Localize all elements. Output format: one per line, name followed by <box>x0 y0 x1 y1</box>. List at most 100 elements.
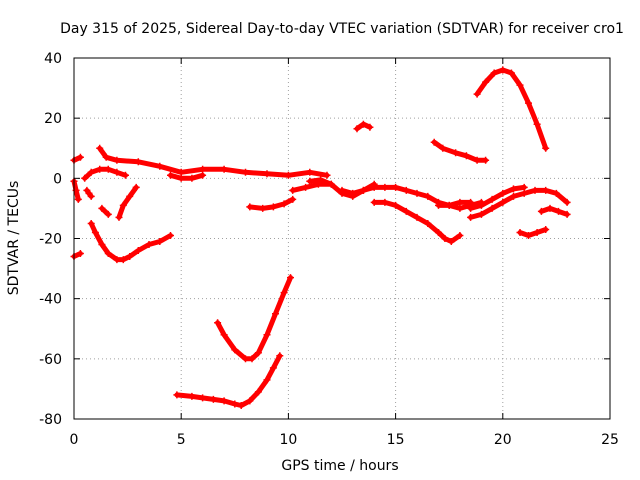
data-point <box>424 220 432 227</box>
data-point <box>231 346 239 354</box>
data-point <box>214 319 222 327</box>
series-arc-24 <box>516 226 550 239</box>
data-point <box>441 235 449 242</box>
data-point <box>467 213 475 221</box>
series-line <box>517 227 549 238</box>
data-point <box>477 210 485 218</box>
data-point <box>177 168 185 176</box>
series-line <box>468 187 570 220</box>
data-point <box>473 90 481 98</box>
data-point <box>126 192 134 200</box>
data-point <box>516 81 524 89</box>
data-point <box>74 195 82 203</box>
data-point <box>113 156 121 164</box>
data-point <box>96 165 104 173</box>
data-point <box>467 198 475 206</box>
data-point <box>122 171 129 179</box>
data-point <box>102 153 110 161</box>
data-point <box>242 355 249 363</box>
series-arc-22 <box>473 66 550 152</box>
y-tick-label: -20 <box>39 232 62 248</box>
grid <box>74 58 610 419</box>
x-axis-label: GPS time / hours <box>281 458 398 474</box>
series-line <box>436 199 474 208</box>
data-point <box>302 183 310 191</box>
data-point <box>435 201 442 209</box>
data-point <box>477 201 485 209</box>
series-line <box>371 199 463 244</box>
data-point <box>323 171 331 179</box>
x-tick-label: 25 <box>601 432 619 448</box>
data-point <box>199 165 207 173</box>
data-point <box>87 220 95 227</box>
data-point <box>145 241 153 248</box>
data-point <box>542 226 550 233</box>
series-arc-2 <box>70 177 82 203</box>
data-traces <box>70 66 571 409</box>
data-point <box>456 232 464 239</box>
data-point <box>134 158 142 166</box>
data-point <box>381 198 389 206</box>
data-point <box>254 349 262 357</box>
y-tick-label: 0 <box>53 171 62 187</box>
y-tick-label: -40 <box>39 292 62 308</box>
data-point <box>482 156 490 164</box>
data-point <box>531 186 539 194</box>
data-point <box>104 165 112 173</box>
series-arc-13 <box>246 195 297 212</box>
data-point <box>327 180 335 188</box>
data-point <box>381 183 389 191</box>
data-point <box>349 189 357 197</box>
data-point <box>366 123 374 131</box>
data-point <box>254 388 262 396</box>
data-point <box>370 183 378 191</box>
series-arc-1 <box>70 153 84 164</box>
series-arc-9 <box>115 183 140 221</box>
data-point <box>413 213 421 221</box>
data-point <box>167 232 174 239</box>
data-point <box>359 120 367 128</box>
data-point <box>467 204 475 212</box>
data-point <box>119 201 127 209</box>
data-point <box>546 204 554 212</box>
data-point <box>555 207 562 215</box>
data-point <box>119 256 127 264</box>
data-point <box>306 168 314 176</box>
data-point <box>246 203 254 211</box>
data-point <box>132 183 140 191</box>
data-point <box>113 168 121 176</box>
series-arc-7 <box>98 204 112 218</box>
series-line <box>538 205 570 217</box>
data-point <box>499 198 507 206</box>
series-arc-17 <box>353 120 374 133</box>
data-point <box>98 241 106 248</box>
data-point <box>246 397 254 405</box>
data-point <box>499 189 507 197</box>
data-point <box>542 144 550 152</box>
data-point <box>510 185 517 193</box>
data-point <box>280 289 288 297</box>
y-tick-label: -60 <box>39 352 62 368</box>
data-point <box>269 364 277 372</box>
data-point <box>435 229 442 236</box>
data-point <box>473 156 481 164</box>
data-point <box>563 210 571 218</box>
series-arc-4 <box>81 165 129 182</box>
data-point <box>259 204 267 212</box>
data-point <box>87 168 95 176</box>
data-point <box>430 138 438 146</box>
data-point <box>156 162 164 170</box>
series-line <box>97 145 330 178</box>
data-point <box>115 213 123 221</box>
data-point <box>289 195 297 203</box>
data-point <box>552 189 560 197</box>
data-point <box>525 232 532 239</box>
data-point <box>456 204 464 212</box>
series-arc-10 <box>167 171 207 182</box>
series-arc-3 <box>70 250 84 260</box>
data-point <box>516 229 524 236</box>
data-point <box>533 229 541 236</box>
data-point <box>199 171 207 179</box>
series-line <box>431 139 489 163</box>
data-point <box>209 395 217 403</box>
